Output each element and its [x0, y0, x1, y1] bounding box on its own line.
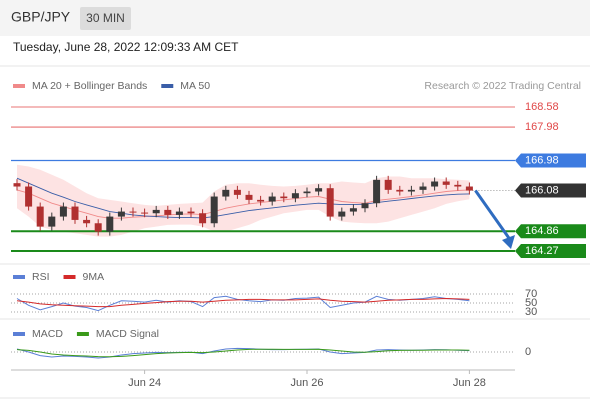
- candle-body: [13, 183, 21, 187]
- candle-body: [48, 216, 56, 227]
- candle-body: [152, 209, 160, 214]
- indicator-line: [16, 347, 470, 359]
- legend-swatch: [161, 84, 174, 88]
- candle-body: [36, 206, 44, 227]
- candle-body: [454, 184, 462, 187]
- candle-body: [315, 188, 323, 192]
- legend-label: 9MA: [83, 271, 105, 283]
- candle-body: [94, 223, 102, 232]
- candle-body: [291, 193, 299, 199]
- indicator-line: [16, 297, 470, 308]
- price-label: 164.86: [525, 225, 559, 237]
- candle-body: [431, 181, 439, 187]
- price-tag: [515, 224, 586, 239]
- candle-body: [442, 181, 450, 185]
- candle-body: [25, 186, 33, 207]
- timeframe: 30 MIN: [86, 11, 125, 25]
- price-tag: [515, 243, 586, 258]
- copyright: Research © 2022 Trading Central: [424, 80, 581, 92]
- legend-label: MACD: [32, 328, 63, 340]
- candle-body: [326, 188, 334, 217]
- candle-body: [83, 219, 91, 224]
- price-tag: [515, 153, 586, 168]
- candle-body: [222, 189, 230, 197]
- candle-body: [210, 196, 218, 224]
- y-tick-label: 70: [525, 288, 537, 300]
- price-label: 168.58: [525, 101, 559, 113]
- price-label: 166.08: [525, 184, 559, 196]
- candle-body: [199, 213, 207, 224]
- candle-body: [233, 189, 241, 195]
- legend-label: MACD Signal: [96, 328, 159, 340]
- candle-body: [164, 209, 172, 215]
- candle-body: [106, 216, 114, 232]
- legend-swatch: [13, 84, 25, 88]
- price-label: 164.27: [525, 245, 559, 257]
- candle-body: [384, 179, 392, 190]
- candle-body: [129, 211, 137, 213]
- legend-label: RSI: [32, 271, 50, 283]
- candle-body: [419, 186, 427, 190]
- legend-swatch: [76, 332, 89, 336]
- candle-body: [117, 211, 125, 217]
- bollinger-band: [17, 164, 470, 237]
- legend-label: MA 20 + Bollinger Bands: [32, 80, 147, 92]
- candle-body: [71, 206, 79, 220]
- candle-body: [257, 199, 265, 202]
- candle-body: [396, 189, 404, 192]
- legend-swatch: [63, 275, 76, 279]
- ma50-line: [16, 177, 470, 219]
- symbol: GBP/JPY: [11, 9, 71, 25]
- candle-body: [59, 206, 67, 217]
- price-tag: [515, 183, 586, 198]
- candle-body: [338, 211, 346, 217]
- y-tick-label: 0: [525, 346, 531, 358]
- forecast-arrow: [474, 189, 513, 242]
- ma20-line: [16, 189, 470, 219]
- x-tick-label: Jun 24: [128, 377, 161, 389]
- candle-body: [349, 208, 357, 212]
- forecast-arrowhead: [502, 234, 515, 249]
- candle-body: [407, 189, 415, 192]
- legend-swatch: [13, 332, 25, 336]
- candle-body: [361, 203, 369, 209]
- candle-body: [175, 211, 183, 215]
- price-label: 167.98: [525, 121, 559, 133]
- candle-body: [245, 194, 253, 200]
- candle-body: [303, 191, 311, 194]
- candle-body: [465, 186, 473, 191]
- timestamp: Tuesday, June 28, 2022 12:09:33 AM CET: [13, 40, 239, 54]
- legend-label: MA 50: [180, 80, 210, 92]
- candle-body: [280, 196, 288, 199]
- candle-body: [141, 212, 149, 214]
- price-label: 166.98: [525, 154, 559, 166]
- y-tick-label: 30: [525, 306, 537, 318]
- timeframe-badge: [80, 7, 131, 30]
- candle-body: [187, 211, 195, 214]
- candle-body: [268, 196, 276, 202]
- x-tick-label: Jun 28: [453, 377, 486, 389]
- candle-body: [373, 179, 381, 204]
- indicator-line: [16, 348, 470, 358]
- indicator-line: [16, 295, 470, 312]
- legend-swatch: [13, 275, 25, 279]
- x-tick-label: Jun 26: [290, 377, 323, 389]
- y-tick-label: 50: [525, 297, 537, 309]
